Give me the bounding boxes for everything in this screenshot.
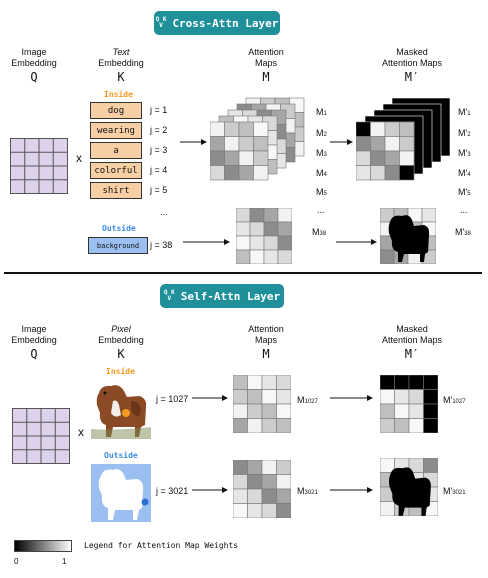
mask-image <box>91 464 151 522</box>
map-label: M2 <box>316 128 327 138</box>
token-background: background <box>88 237 148 254</box>
cross-attn-title: Cross-Attn Layer <box>172 16 279 30</box>
outside-label: Outside <box>102 224 136 233</box>
m-symbol: M <box>262 347 270 361</box>
pixel-index-outside: j = 3021 <box>156 486 189 496</box>
qkv-icon: Q K V <box>155 16 167 29</box>
masked-map-label: M'4 <box>458 168 471 178</box>
map-label: M3 <box>316 148 327 158</box>
map-label-outside: M3021 <box>297 486 318 496</box>
map-label: M4 <box>316 168 327 178</box>
attention-map-outside <box>233 460 291 518</box>
inside-label: Inside <box>104 90 133 99</box>
map-label: M1 <box>316 107 327 117</box>
attention-maps-header: Attention Maps <box>248 324 284 345</box>
token-index: j = 2 <box>150 125 168 135</box>
pixel-index-inside: j = 1027 <box>156 394 189 404</box>
token-index: j = 38 <box>150 240 173 250</box>
pixel-embedding-header: Pixel Embedding <box>98 324 144 345</box>
token-shirt: shirt <box>90 182 142 199</box>
masked-map-outside <box>380 458 438 516</box>
masked-map-label-inside: M'1027 <box>443 395 466 405</box>
cross-attn-badge: Q K V Cross-Attn Layer <box>154 11 280 35</box>
attention-map-stack <box>210 97 305 181</box>
token-colorful: colorful <box>90 162 142 179</box>
times-sign: x <box>76 151 82 165</box>
masked-map-stack <box>356 97 451 181</box>
query-grid <box>12 408 70 464</box>
legend-min: 0 <box>14 557 19 566</box>
map-ellipsis: ... <box>317 205 325 215</box>
dog-image <box>91 381 151 439</box>
k-symbol: K <box>117 70 125 84</box>
mprime-symbol: M′ <box>404 347 420 361</box>
masked-map-label: M'3 <box>458 148 471 158</box>
outside-label: Outside <box>104 451 138 460</box>
token-index: j = 1 <box>150 105 168 115</box>
token-index: j = 4 <box>150 165 168 175</box>
self-attn-badge: Q K V Self-Attn Layer <box>160 284 284 308</box>
masked-map-background <box>380 208 436 264</box>
section-divider <box>4 272 482 274</box>
masked-map-label-background: M'38 <box>455 227 471 237</box>
inside-label: Inside <box>106 367 135 376</box>
map-label-inside: M1027 <box>297 395 318 405</box>
legend-max: 1 <box>62 557 67 566</box>
query-grid <box>10 138 68 194</box>
image-embedding-header: Image Embedding <box>11 324 57 345</box>
k-symbol: K <box>117 347 125 361</box>
attention-maps-header: Attention Maps <box>248 47 284 68</box>
masked-map-label: M'1 <box>458 107 471 117</box>
masked-map-ellipsis: ... <box>460 205 468 215</box>
masked-map-label: M'5 <box>458 187 471 197</box>
token-dog: dog <box>90 102 142 119</box>
attention-map-background <box>236 208 292 264</box>
times-sign: x <box>78 425 84 439</box>
attention-map-inside <box>233 375 291 433</box>
masked-map-label: M'2 <box>458 128 471 138</box>
mprime-symbol: M′ <box>404 70 420 84</box>
token-index: j = 5 <box>150 185 168 195</box>
masked-maps-header: Masked Attention Maps <box>381 324 443 345</box>
legend-label: Legend for Attention Map Weights <box>84 541 239 550</box>
q-symbol: Q <box>30 347 38 361</box>
token-ellipsis: ... <box>160 207 168 217</box>
m-symbol: M <box>262 70 270 84</box>
token-a: a <box>90 142 142 159</box>
masked-maps-header: Masked Attention Maps <box>381 47 443 68</box>
legend-gradient <box>14 540 72 552</box>
image-embedding-header: Image Embedding <box>11 47 57 68</box>
masked-map-inside <box>380 375 438 433</box>
map-label: M5 <box>316 187 327 197</box>
masked-map-label-outside: M'3021 <box>443 486 466 496</box>
self-attn-title: Self-Attn Layer <box>180 289 281 303</box>
text-embedding-header: Text Embedding <box>98 47 144 68</box>
map-label-background: M38 <box>312 227 327 237</box>
qkv-icon: Q K V <box>163 289 175 302</box>
token-wearing: wearing <box>90 122 142 139</box>
token-index: j = 3 <box>150 145 168 155</box>
q-symbol: Q <box>30 70 38 84</box>
